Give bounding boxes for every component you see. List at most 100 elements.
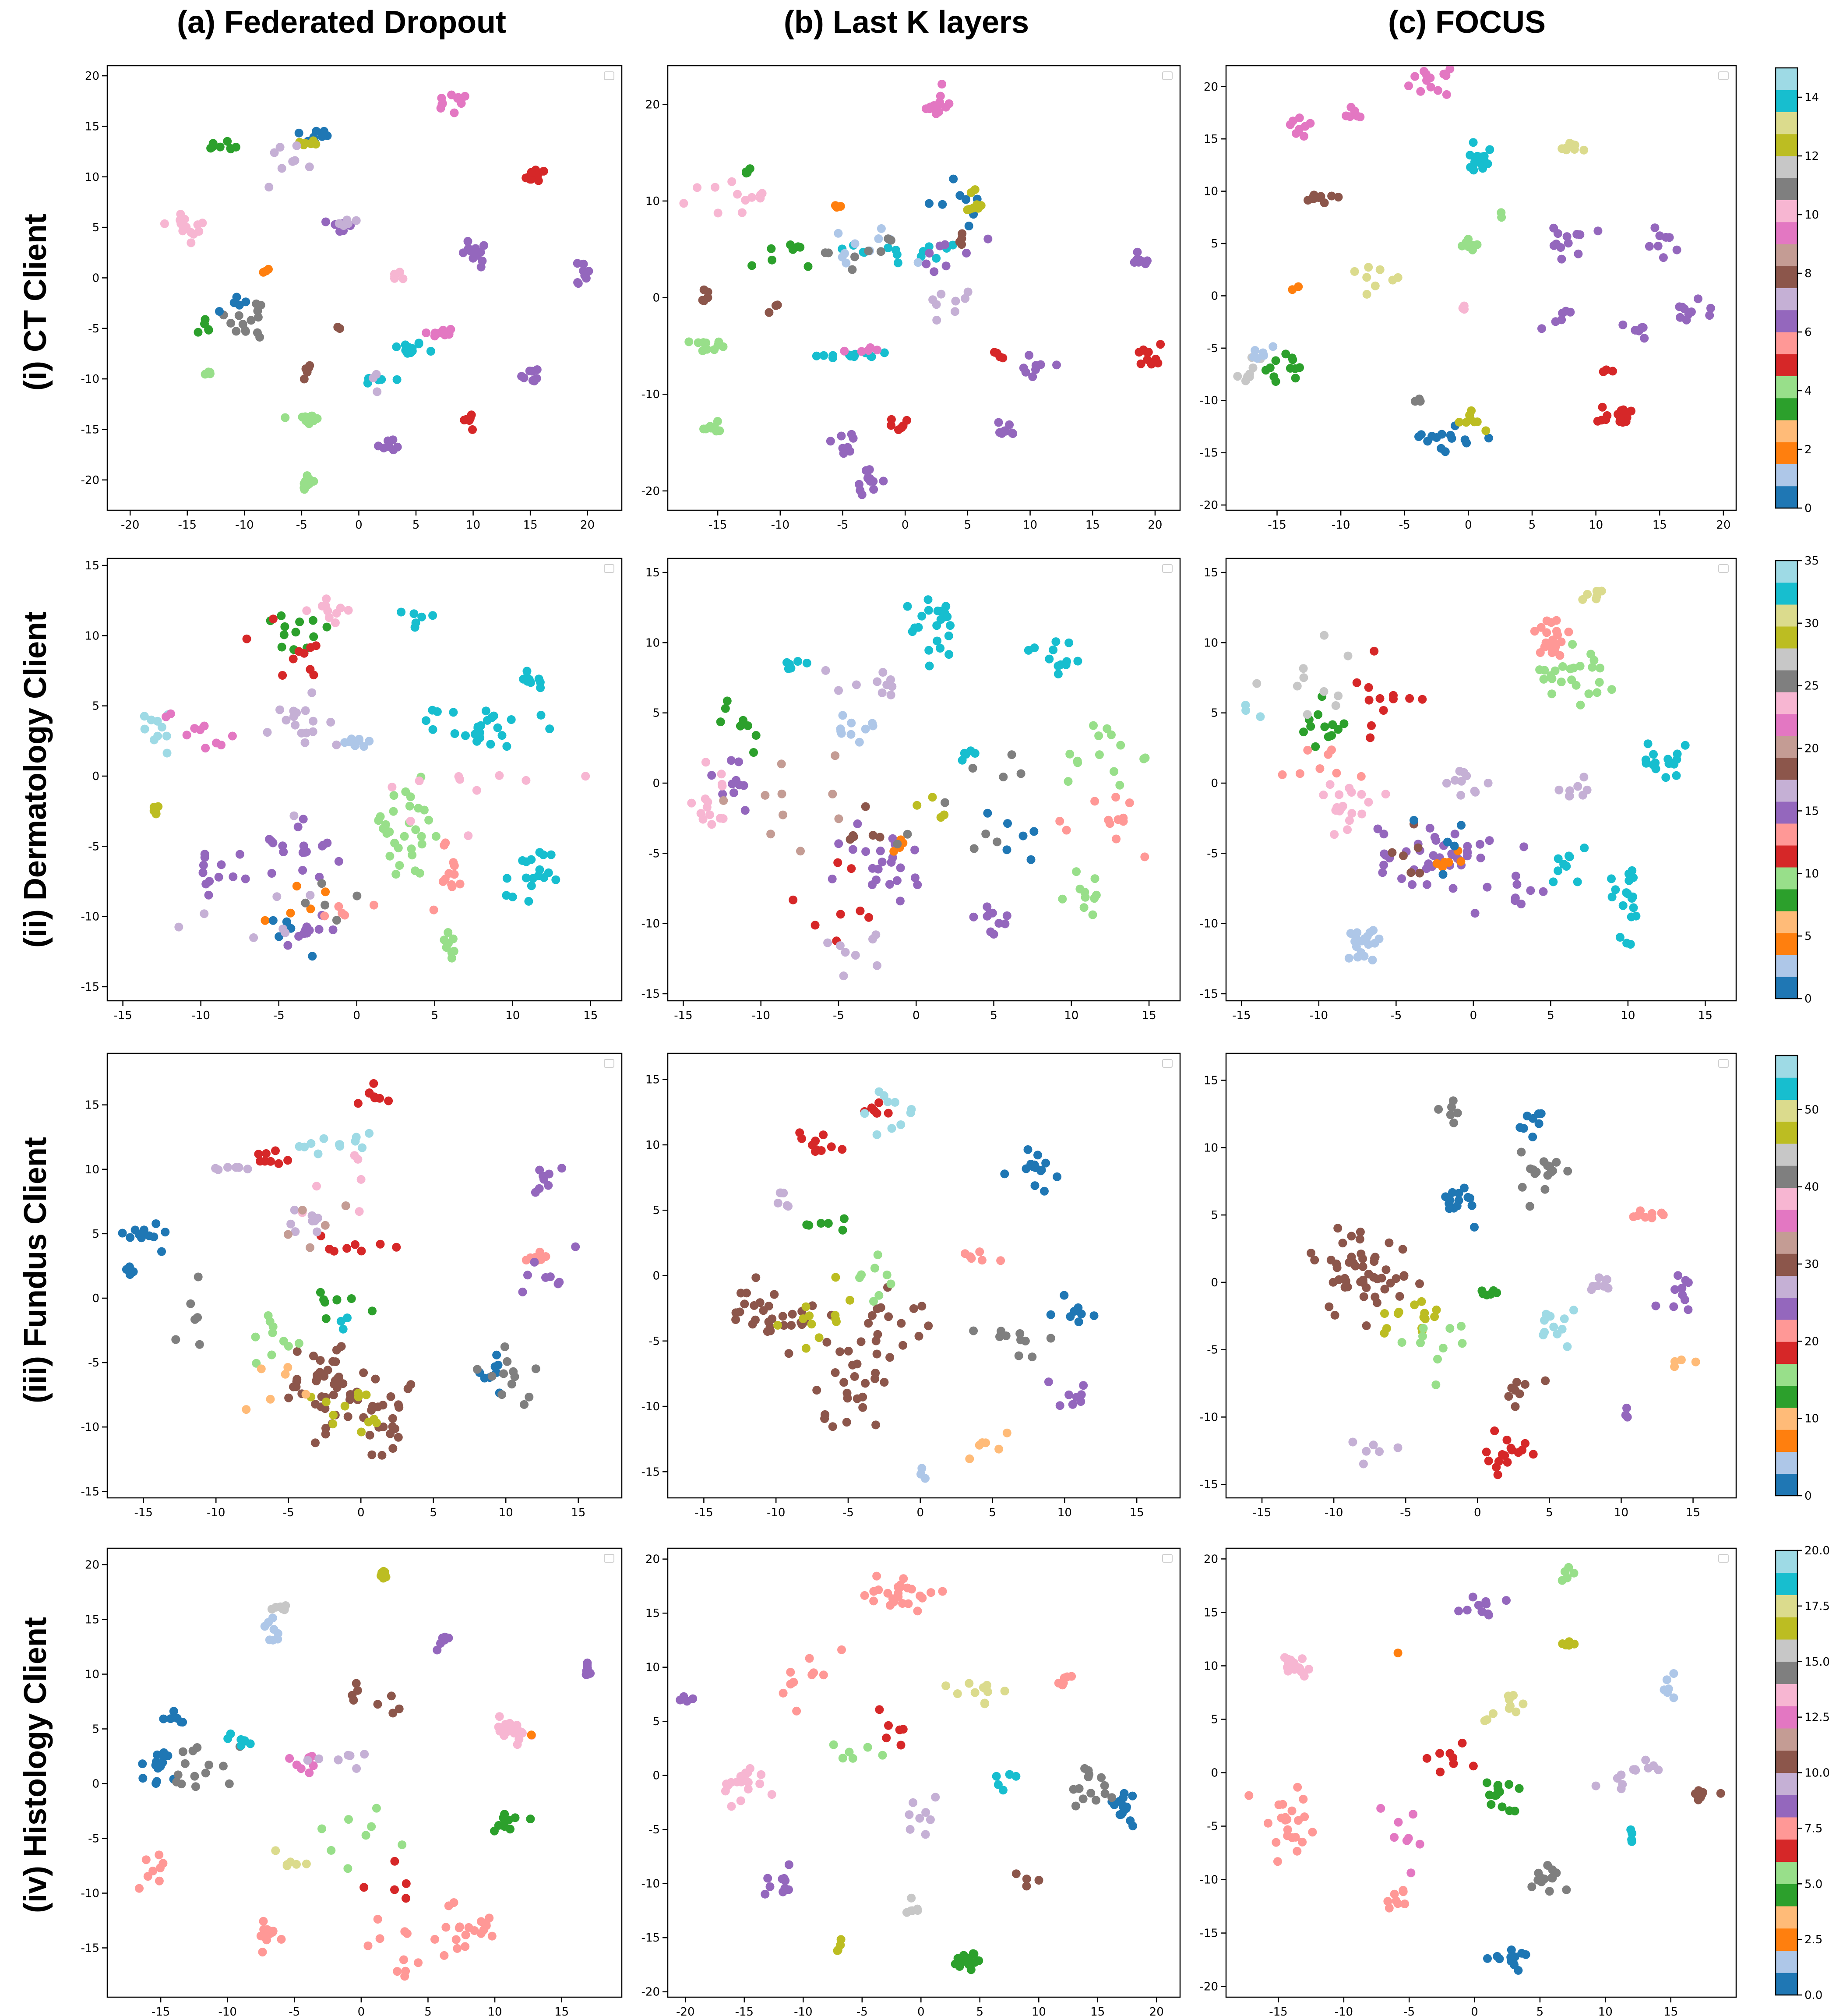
data-point (308, 952, 317, 961)
data-point (204, 325, 213, 335)
data-point (1398, 1245, 1407, 1254)
data-point (755, 1779, 765, 1788)
colorbar-segment (1776, 1595, 1797, 1617)
data-point (1033, 1151, 1042, 1160)
data-point (1422, 1754, 1431, 1763)
data-point (1308, 1828, 1317, 1837)
data-point (932, 316, 941, 325)
data-point (365, 1430, 374, 1440)
data-point (1705, 311, 1714, 320)
data-point (805, 1654, 814, 1663)
data-point (1066, 1312, 1075, 1321)
data-point (1643, 739, 1653, 748)
y-tick-label: -10 (641, 388, 660, 401)
data-point (438, 877, 448, 886)
data-point (811, 921, 820, 930)
data-point (1572, 229, 1582, 239)
data-point (1293, 1783, 1302, 1792)
colorbar-segment (1776, 583, 1797, 605)
data-point (406, 817, 415, 826)
data-point (835, 941, 845, 950)
data-point (1397, 1338, 1406, 1347)
data-point (1528, 1132, 1537, 1141)
data-point (995, 1332, 1004, 1341)
data-point (931, 1793, 940, 1802)
data-point (1505, 1780, 1514, 1789)
data-point (1432, 859, 1441, 868)
x-tick-label: -10 (218, 2005, 236, 2016)
data-point (273, 1635, 282, 1644)
data-point (848, 265, 857, 274)
data-point (328, 1419, 338, 1429)
x-tick-label: -5 (842, 1506, 854, 1519)
axes-frame (1225, 558, 1737, 1002)
data-point (975, 1247, 984, 1257)
y-tick-label: -10 (81, 911, 99, 924)
data-point (1462, 418, 1471, 427)
data-point (786, 1668, 795, 1677)
data-point (398, 1840, 407, 1850)
data-point (284, 1342, 293, 1351)
data-point (803, 262, 813, 271)
data-point (265, 1317, 275, 1326)
data-point (1001, 1331, 1011, 1340)
data-point (839, 1378, 849, 1387)
x-tick-label: 5 (412, 519, 420, 532)
x-tick-label: 10 (1064, 1009, 1078, 1022)
data-point (913, 801, 922, 810)
data-point (940, 810, 949, 819)
x-tick-label: 0 (357, 1506, 365, 1519)
data-point (332, 1381, 341, 1390)
colorbar-segment (1776, 1639, 1797, 1662)
data-point (1520, 1380, 1529, 1389)
data-point (312, 1227, 321, 1236)
data-point (861, 802, 870, 811)
data-point (1094, 731, 1103, 740)
data-point (506, 1825, 515, 1834)
data-point (759, 1306, 768, 1315)
data-point (1670, 1362, 1679, 1371)
data-point (1014, 1351, 1023, 1360)
data-point (1272, 1838, 1281, 1847)
y-tick-label: -10 (1200, 1411, 1218, 1424)
data-point (1352, 942, 1361, 951)
data-point (876, 247, 885, 256)
data-point (1022, 1164, 1031, 1173)
data-point (1430, 833, 1439, 842)
data-point (321, 1314, 331, 1323)
data-point (1416, 87, 1425, 96)
data-point (1287, 1806, 1297, 1815)
data-point (1111, 793, 1121, 802)
data-point (917, 611, 927, 621)
data-point (1103, 724, 1112, 733)
x-tick-label: -5 (856, 2005, 868, 2016)
data-point (155, 1876, 164, 1885)
data-point (444, 1901, 453, 1910)
x-tick-label: -15 (674, 1009, 692, 1022)
data-point (1551, 642, 1560, 651)
data-point (1356, 1227, 1365, 1236)
data-point (1576, 700, 1585, 710)
colorbar-segment (1776, 648, 1797, 671)
data-point (1326, 1256, 1336, 1264)
y-tick-label: 15 (85, 559, 99, 572)
x-tick-label: -5 (273, 1009, 285, 1022)
data-point (1445, 1749, 1455, 1758)
data-point (833, 858, 842, 867)
data-point (159, 1714, 168, 1723)
data-point (305, 1768, 314, 1777)
data-point (740, 806, 750, 815)
data-point (306, 891, 315, 900)
y-tick-label: -15 (1200, 1478, 1218, 1491)
data-point (1416, 1338, 1425, 1347)
axes-frame (106, 1052, 623, 1499)
data-point (826, 437, 835, 446)
y-tick-label: -20 (81, 474, 99, 487)
data-point (182, 731, 191, 740)
data-point (193, 220, 202, 229)
data-point (838, 1754, 847, 1763)
colorbar-segment (1776, 1973, 1797, 1995)
x-tick-label: -10 (794, 2005, 812, 2016)
data-point (1455, 417, 1464, 427)
